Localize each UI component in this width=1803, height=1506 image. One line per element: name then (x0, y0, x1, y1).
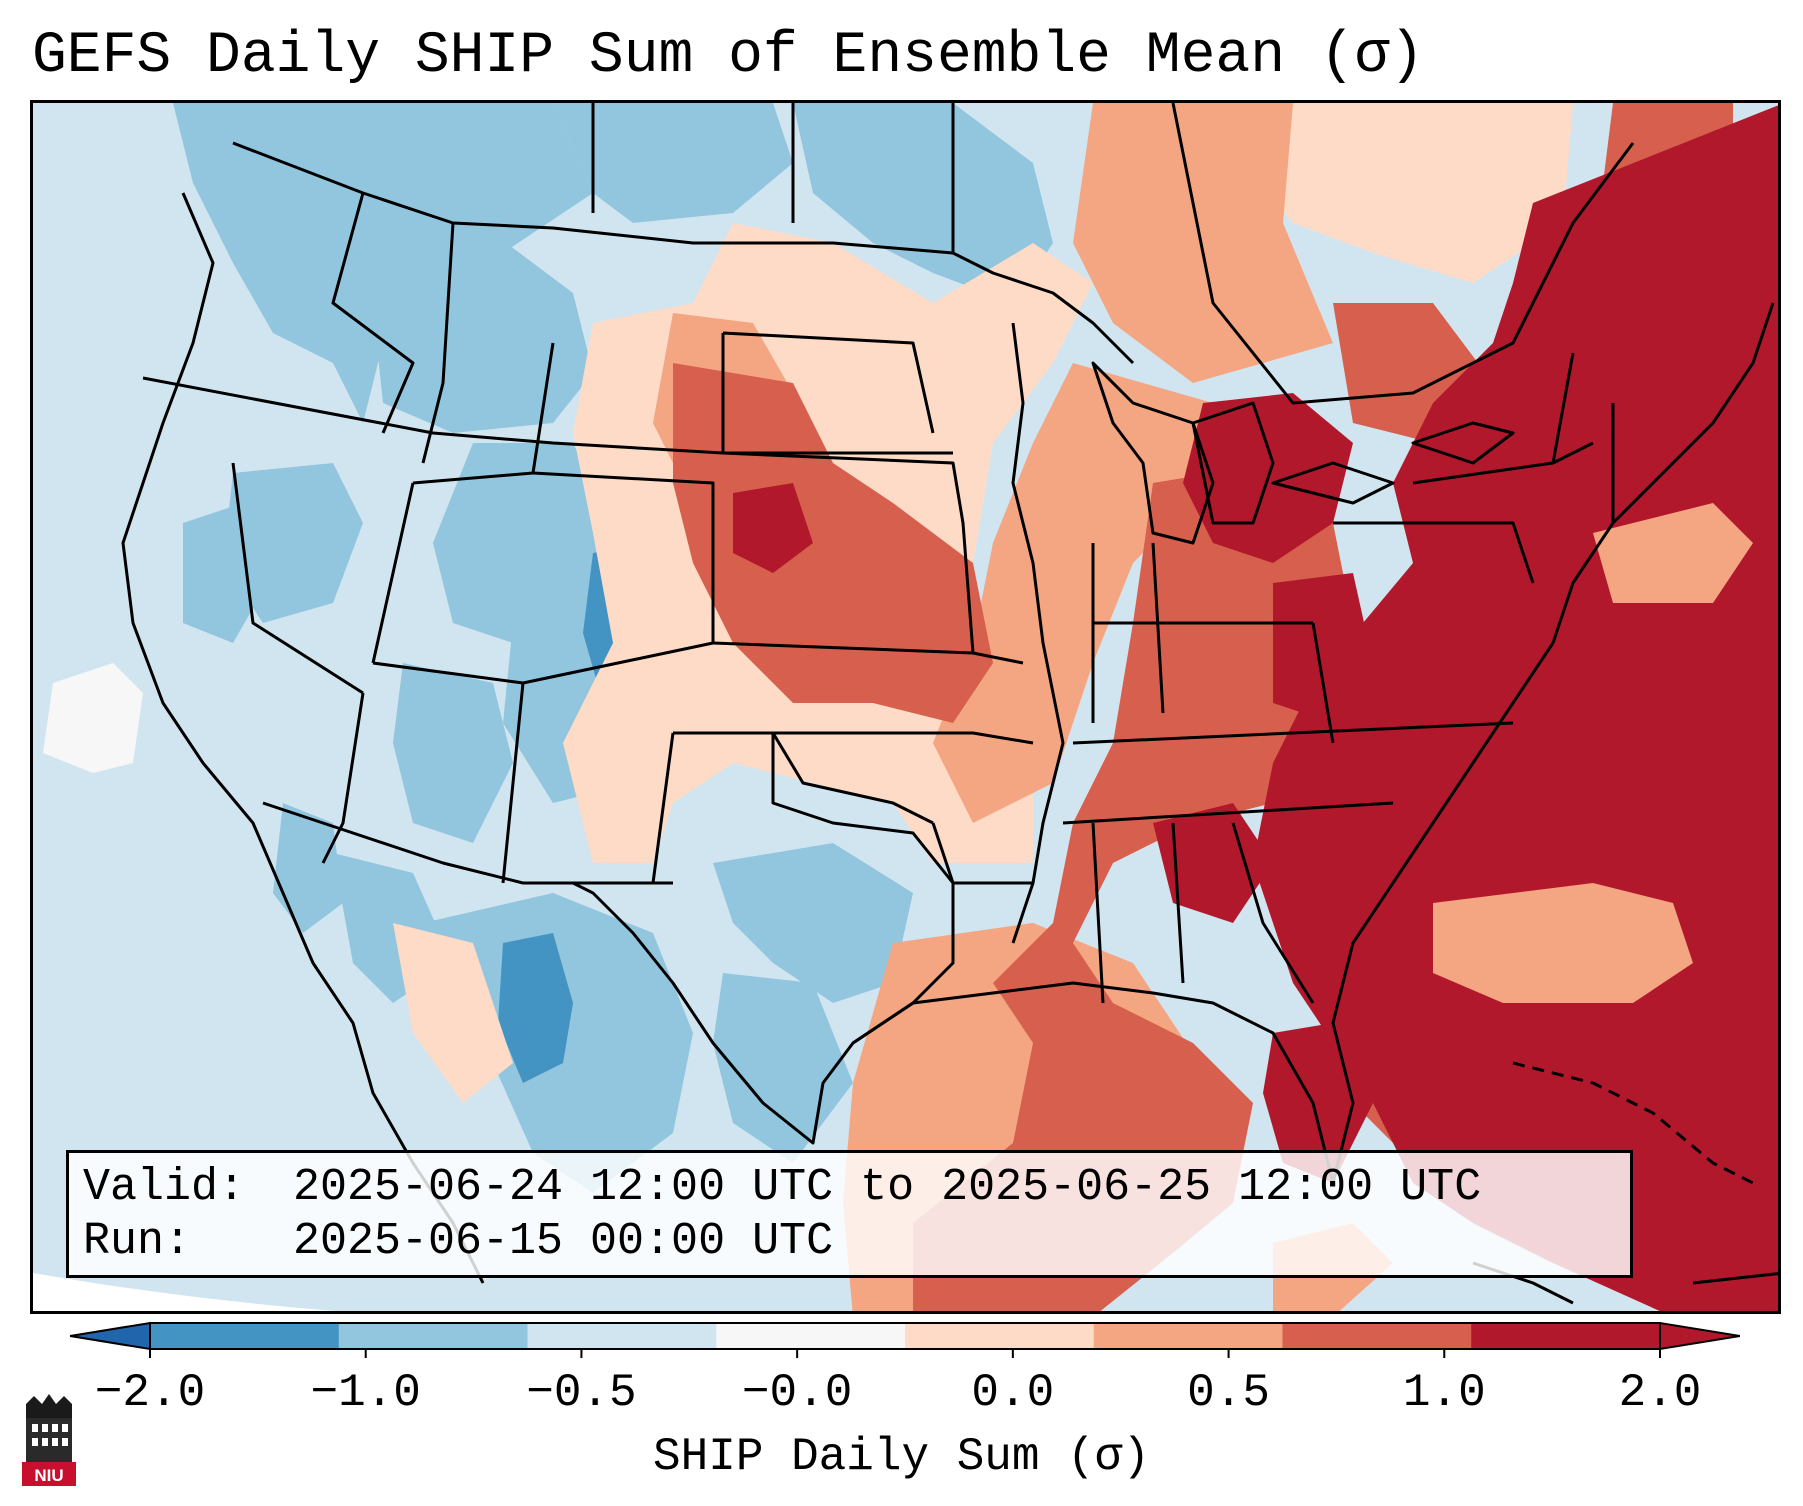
logo-windows (32, 1424, 68, 1446)
colorbar-outline (149, 1322, 1661, 1350)
colorbar-segment (905, 1323, 1095, 1349)
colorbar-tick-label: 1.0 (1402, 1367, 1486, 1419)
colorbar-over-arrow (1659, 1321, 1740, 1351)
anomaly-medium-blue (173, 103, 1053, 1193)
colorbar-segment (1471, 1323, 1661, 1349)
chart-title: GEFS Daily SHIP Sum of Ensemble Mean (σ) (32, 24, 1425, 89)
run-value: 2025-06-15 00:00 UTC (293, 1216, 834, 1267)
valid-run-box: Valid: 2025-06-24 12:00 UTC to 2025-06-25… (66, 1150, 1633, 1278)
colorbar-segment (1093, 1323, 1283, 1349)
colorbar-ticks (149, 1349, 1661, 1358)
colorbar-tick-label: −0.0 (741, 1367, 853, 1419)
colorbar-segment (338, 1323, 528, 1349)
map-panel (30, 100, 1781, 1314)
run-label: Run: (83, 1216, 192, 1267)
colorbar-under-arrow (70, 1321, 151, 1351)
valid-row: Valid: 2025-06-24 12:00 UTC to 2025-06-25… (83, 1161, 1616, 1215)
niu-logo: NIU (22, 1394, 76, 1486)
map-svg (33, 103, 1778, 1311)
outside-domain (33, 1273, 335, 1311)
run-row: Run: 2025-06-15 00:00 UTC (83, 1215, 1616, 1269)
colorbar-segment (527, 1323, 717, 1349)
boundaries (121, 103, 1778, 1305)
colorbar-tick-label: 0.0 (971, 1367, 1055, 1419)
anomaly-dark-red (733, 105, 1778, 1311)
valid-label: Valid: (83, 1162, 246, 1213)
colorbar-segment (150, 1323, 340, 1349)
logo-text: NIU (34, 1466, 63, 1485)
colorbar-label: SHIP Daily Sum (σ) (653, 1431, 1150, 1483)
colorbar-tick-label: −1.0 (310, 1367, 421, 1419)
colorbar-tick-label: 2.0 (1618, 1367, 1702, 1419)
colorbar-segment (1282, 1323, 1472, 1349)
logo-red-band (22, 1462, 76, 1486)
valid-value: 2025-06-24 12:00 UTC to 2025-06-25 12:00… (293, 1162, 1482, 1213)
colorbar-tick-label: −2.0 (94, 1367, 206, 1419)
anomaly-ocean-salmon (1433, 503, 1753, 1003)
anomaly-near-zero (43, 663, 143, 773)
colorbar-tick-label: 0.5 (1187, 1367, 1270, 1419)
colorbar-segments (150, 1323, 1661, 1349)
colorbar-tick-label: −0.5 (526, 1367, 637, 1419)
colorbar-segment (716, 1323, 906, 1349)
colorbar (70, 1321, 1740, 1358)
logo-tower-top (26, 1394, 72, 1418)
